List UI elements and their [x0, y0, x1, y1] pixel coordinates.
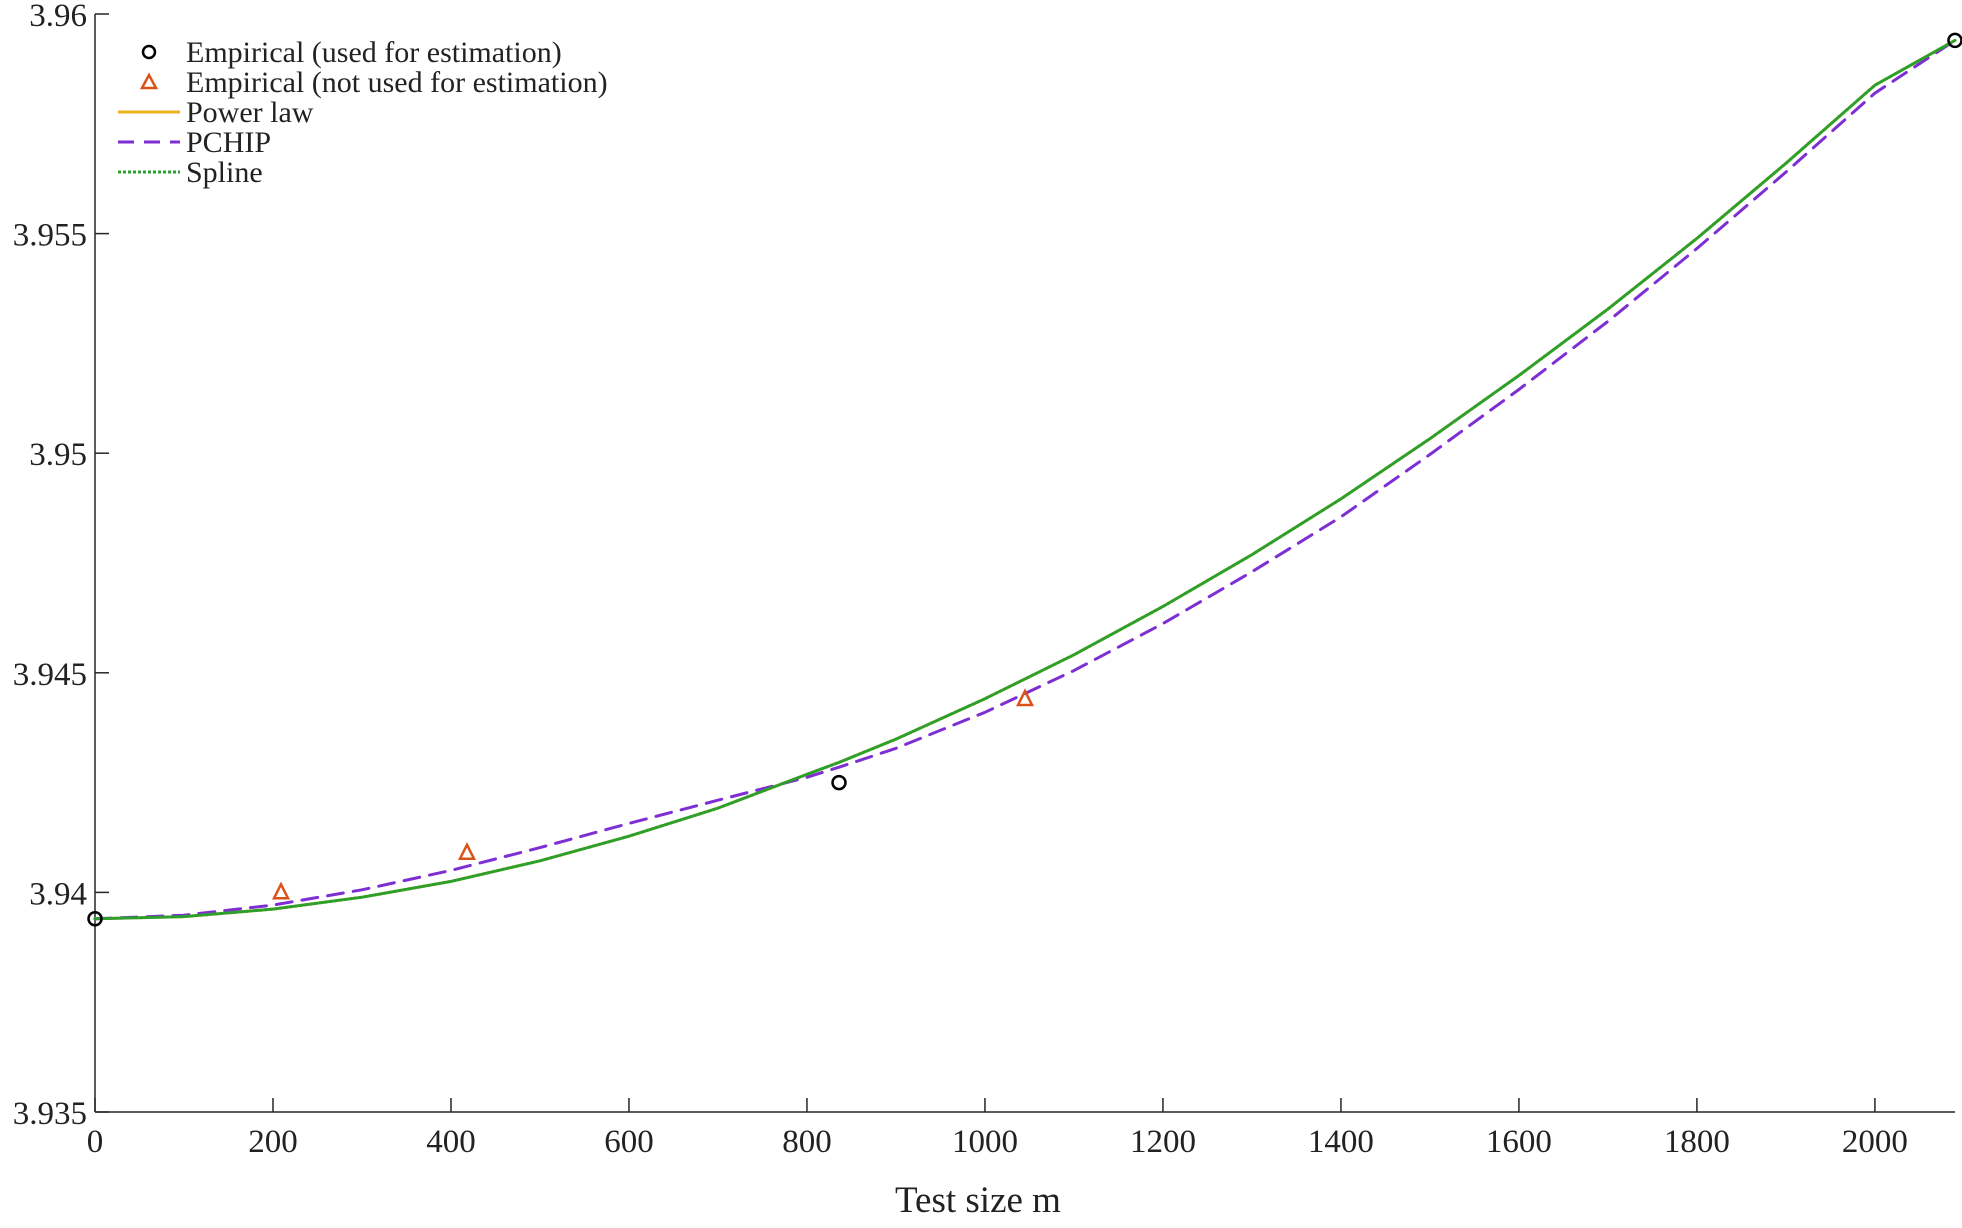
- series-line-spline: [93, 38, 1957, 921]
- y-tick-label: 3.96: [29, 0, 87, 34]
- y-tick-label: 3.945: [13, 657, 87, 693]
- y-tick-label: 3.95: [29, 437, 87, 473]
- y-tick-label: 3.955: [13, 218, 87, 254]
- x-tick-label: 1000: [952, 1124, 1018, 1160]
- legend-label: Spline: [186, 156, 263, 189]
- x-tick-label: 400: [426, 1124, 476, 1160]
- empirical-not-used-point: [457, 842, 477, 860]
- x-tick-label: 1400: [1308, 1124, 1374, 1160]
- legend-item: Power law: [118, 96, 314, 129]
- x-axis-title: Test size m: [895, 1180, 1061, 1221]
- legend-item: Empirical (not used for estimation): [139, 66, 608, 99]
- x-tick-label: 1200: [1130, 1124, 1196, 1160]
- legend-item: PCHIP: [118, 126, 271, 159]
- series-line-power-law: [93, 38, 1957, 921]
- x-tick-label: 1600: [1486, 1124, 1552, 1160]
- x-tick-label: 200: [248, 1124, 298, 1160]
- x-tick-label: 0: [87, 1124, 104, 1160]
- plot-lines: [93, 38, 1957, 921]
- legend-label: Empirical (used for estimation): [186, 36, 562, 69]
- empirical-used-point: [87, 911, 103, 927]
- x-tick-label: 800: [782, 1124, 832, 1160]
- legend-item: Empirical (used for estimation): [141, 36, 562, 69]
- plot-markers: [87, 32, 1962, 927]
- legend-label: Power law: [186, 96, 314, 129]
- legend-label: PCHIP: [186, 126, 271, 159]
- x-tick-label: 600: [604, 1124, 654, 1160]
- empirical-not-used-point: [1015, 688, 1035, 707]
- x-tick-label: 1800: [1664, 1124, 1730, 1160]
- empirical-used-point: [831, 774, 847, 791]
- series-line-pchip: [93, 38, 1957, 921]
- legend-item: Spline: [118, 156, 263, 189]
- legend-circle-marker: [141, 44, 157, 60]
- legend-triangle-marker: [139, 72, 159, 90]
- axes: 0 200 400 600 800 1000 1200 1400 1600 1800 2000 3.9…: [13, 0, 1955, 1160]
- y-tick-label: 3.94: [29, 876, 87, 912]
- y-tick-label: 3.935: [13, 1096, 87, 1132]
- x-tick-label: 2000: [1842, 1124, 1908, 1160]
- legend: Empirical (used for estimation)Empirical…: [118, 36, 608, 189]
- empirical-not-used-point: [271, 881, 291, 900]
- legend-label: Empirical (not used for estimation): [186, 66, 608, 99]
